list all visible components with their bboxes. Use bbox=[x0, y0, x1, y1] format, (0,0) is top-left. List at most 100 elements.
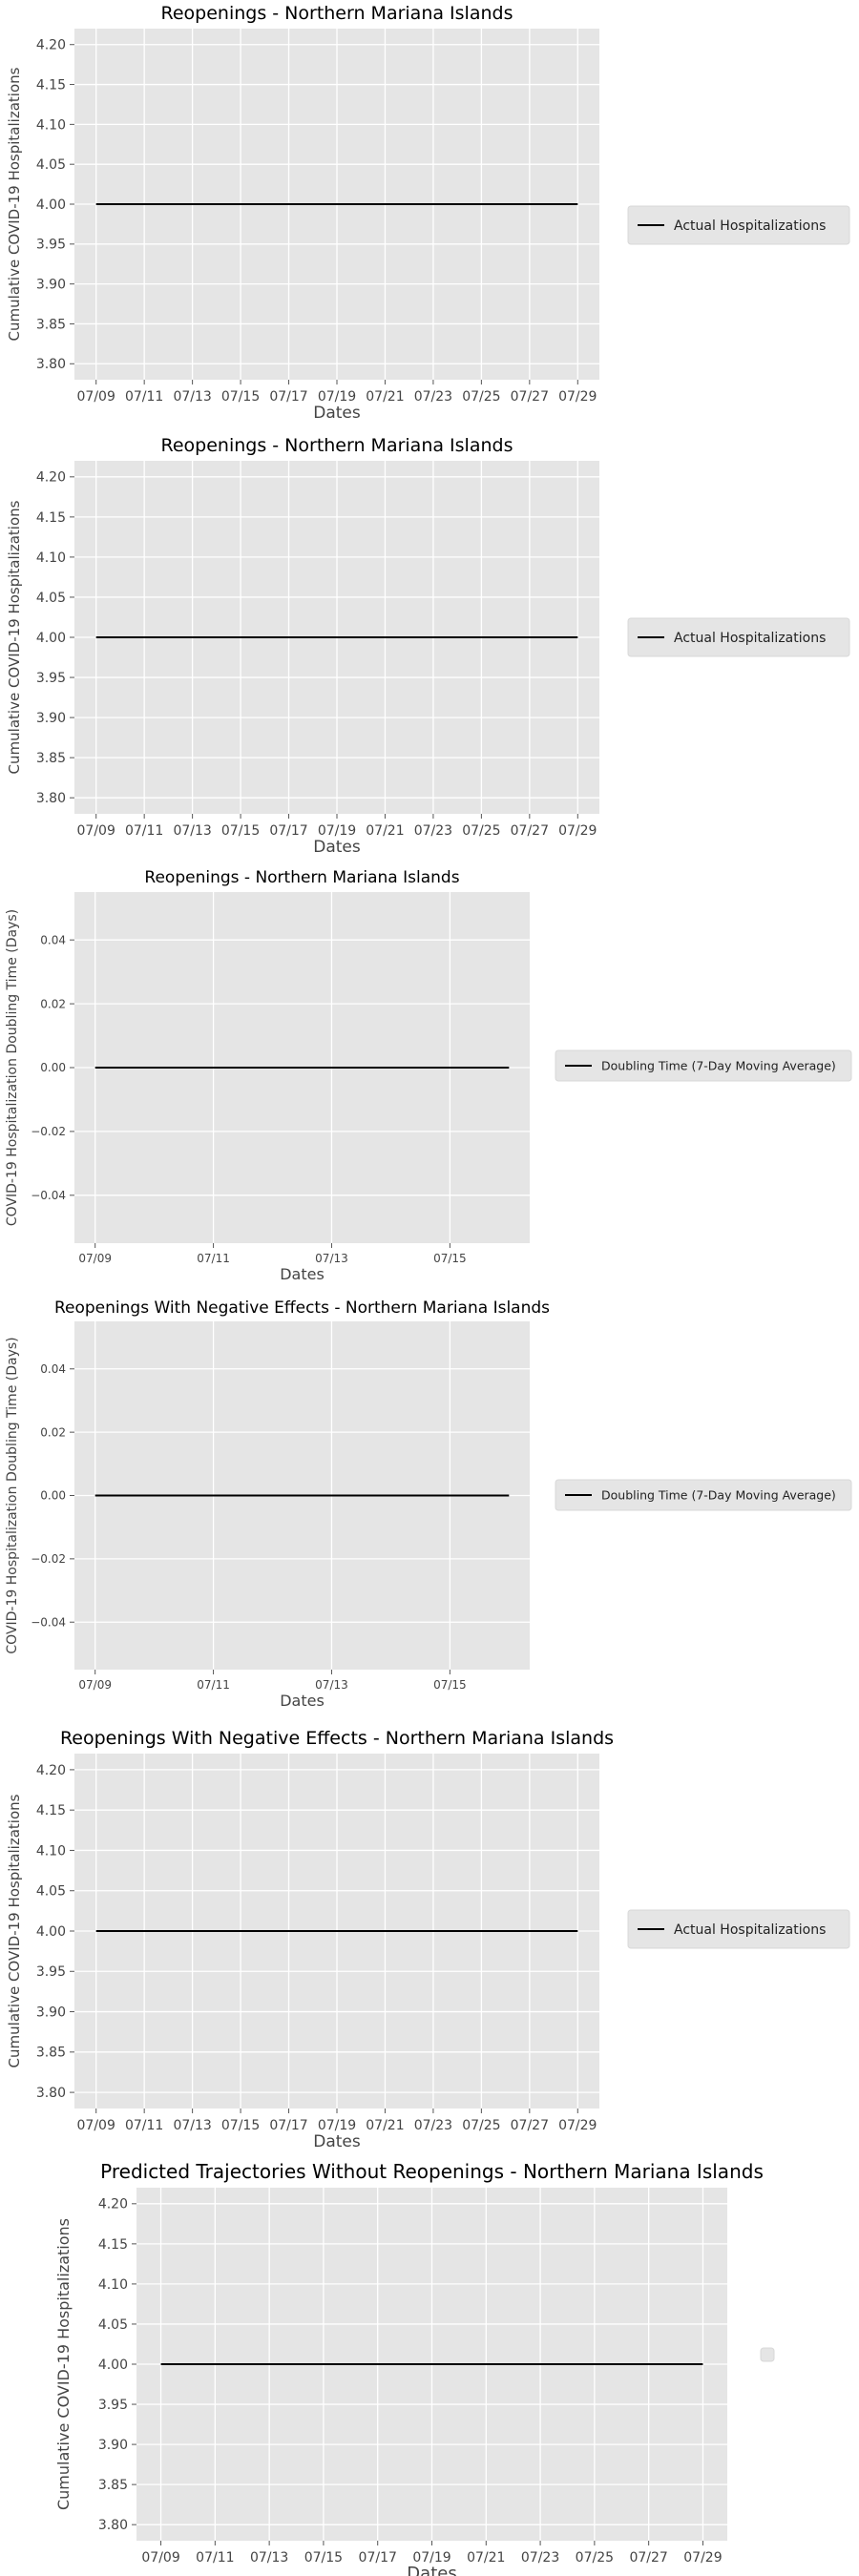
x-tick-label: 07/25 bbox=[462, 823, 500, 839]
x-tick-label: 07/11 bbox=[125, 389, 163, 405]
y-tick-label: 3.80 bbox=[98, 2518, 128, 2533]
y-tick-label: 0.00 bbox=[40, 1061, 66, 1074]
y-tick-label: 4.00 bbox=[36, 1924, 66, 1940]
x-axis-label: Dates bbox=[280, 1265, 325, 1283]
x-tick-label: 07/17 bbox=[269, 823, 307, 839]
y-tick-label: 4.05 bbox=[36, 1884, 66, 1900]
x-tick-label: 07/25 bbox=[576, 2550, 614, 2566]
x-tick-label: 07/29 bbox=[683, 2550, 722, 2566]
y-tick-label: 4.10 bbox=[36, 117, 66, 133]
y-axis-label: COVID-19 Hospitalization Doubling Time (… bbox=[5, 909, 20, 1226]
x-tick-label: 07/09 bbox=[77, 389, 115, 405]
y-tick-label: 4.10 bbox=[36, 551, 66, 566]
legend-label: Actual Hospitalizations bbox=[674, 218, 826, 234]
chart-title: Reopenings - Northern Mariana Islands bbox=[161, 3, 513, 24]
x-tick-label: 07/23 bbox=[414, 2118, 452, 2133]
y-tick-label: 3.85 bbox=[36, 751, 66, 766]
y-tick-label: −0.04 bbox=[31, 1189, 66, 1202]
y-tick-label: −0.02 bbox=[31, 1125, 66, 1138]
y-tick-label: 0.00 bbox=[40, 1489, 66, 1503]
y-tick-label: 0.04 bbox=[40, 1362, 66, 1376]
y-tick-label: 4.20 bbox=[36, 470, 66, 486]
chart-3: 07/09 07/11 07/13 07/15 −0.04 −0.02 0.00 0.02 0.… bbox=[5, 868, 852, 1283]
x-tick-label: 07/15 bbox=[221, 823, 260, 839]
x-tick-label: 07/21 bbox=[366, 389, 404, 405]
y-tick-label: 3.90 bbox=[36, 711, 66, 726]
y-tick-label: 4.15 bbox=[36, 77, 66, 93]
chart-title: Reopenings - Northern Mariana Islands bbox=[161, 435, 513, 456]
y-tick-label: 4.10 bbox=[36, 1843, 66, 1859]
y-tick-label: 3.85 bbox=[36, 2046, 66, 2061]
chart-5: 07/09 07/11 07/13 07/15 07/17 07/19 07/21 07/23… bbox=[6, 1728, 850, 2151]
y-tick-label: 4.05 bbox=[98, 2317, 128, 2333]
legend-label: Doubling Time (7-Day Moving Average) bbox=[601, 1059, 836, 1073]
y-tick-label: 4.20 bbox=[36, 38, 66, 53]
chart-title: Predicted Trajectories Without Reopening… bbox=[100, 2160, 764, 2183]
legend-box bbox=[627, 205, 850, 245]
y-tick-label: −0.04 bbox=[31, 1615, 66, 1629]
chart-4: 07/09 07/11 07/13 07/15 −0.04 −0.02 0.00 0.02 0.… bbox=[5, 1298, 852, 1710]
y-tick-label: 3.95 bbox=[36, 1964, 66, 1980]
legend: Actual Hospitalizations bbox=[627, 617, 850, 657]
y-tick-label: 4.20 bbox=[36, 1763, 66, 1778]
y-tick-label: 4.00 bbox=[36, 631, 66, 646]
legend-box bbox=[760, 2347, 775, 2362]
legend: Actual Hospitalizations bbox=[627, 205, 850, 245]
x-tick-label: 07/19 bbox=[318, 823, 356, 839]
y-tick-label: 4.05 bbox=[36, 591, 66, 606]
x-tick-label: 07/25 bbox=[462, 2118, 500, 2133]
y-tick-label: 4.00 bbox=[98, 2358, 128, 2373]
x-tick-label: 07/27 bbox=[629, 2550, 667, 2566]
y-axis-label: Cumulative COVID-19 Hospitalizations bbox=[6, 1794, 23, 2067]
y-tick-label: 0.02 bbox=[40, 1425, 66, 1439]
chart-2: 07/09 07/11 07/13 07/15 07/17 07/19 07/21 07/23… bbox=[6, 435, 850, 857]
x-tick-label: 07/29 bbox=[558, 389, 597, 405]
y-tick-label: 3.95 bbox=[98, 2398, 128, 2413]
x-tick-label: 07/11 bbox=[125, 823, 163, 839]
x-tick-label: 07/17 bbox=[269, 389, 307, 405]
x-tick-label: 07/19 bbox=[412, 2550, 450, 2566]
legend: Actual Hospitalizations bbox=[627, 1909, 850, 1949]
x-axis-label: Dates bbox=[313, 838, 361, 857]
legend-label: Actual Hospitalizations bbox=[674, 1922, 826, 1938]
y-tick-label: 3.90 bbox=[36, 278, 66, 293]
y-tick-label: 3.95 bbox=[36, 238, 66, 253]
x-axis-label: Dates bbox=[407, 2564, 456, 2576]
x-tick-label: 07/15 bbox=[433, 1252, 467, 1265]
x-tick-label: 07/09 bbox=[77, 2118, 115, 2133]
legend-label: Actual Hospitalizations bbox=[674, 631, 826, 646]
y-tick-label: 3.85 bbox=[36, 317, 66, 332]
x-tick-label: 07/09 bbox=[78, 1252, 112, 1265]
y-tick-label: 4.20 bbox=[98, 2197, 128, 2212]
x-tick-label: 07/17 bbox=[359, 2550, 397, 2566]
x-tick-label: 07/15 bbox=[304, 2550, 343, 2566]
legend bbox=[760, 2347, 775, 2362]
y-tick-label: 4.00 bbox=[36, 197, 66, 213]
y-axis-label: Cumulative COVID-19 Hospitalizations bbox=[6, 500, 23, 774]
legend: Doubling Time (7-Day Moving Average) bbox=[555, 1049, 852, 1082]
y-tick-label: 3.80 bbox=[36, 357, 66, 372]
y-tick-label: 3.90 bbox=[98, 2438, 128, 2453]
y-tick-label: 3.80 bbox=[36, 791, 66, 806]
legend-label: Doubling Time (7-Day Moving Average) bbox=[601, 1488, 836, 1503]
x-tick-label: 07/25 bbox=[462, 389, 500, 405]
x-tick-label: 07/11 bbox=[197, 1678, 230, 1692]
y-tick-label: 3.80 bbox=[36, 2086, 66, 2101]
x-tick-label: 07/11 bbox=[197, 1252, 230, 1265]
y-tick-label: 0.02 bbox=[40, 997, 66, 1010]
x-tick-label: 07/21 bbox=[467, 2550, 505, 2566]
y-axis-label: Cumulative COVID-19 Hospitalizations bbox=[54, 2218, 73, 2510]
x-tick-label: 07/29 bbox=[558, 823, 597, 839]
chart-title: Reopenings - Northern Mariana Islands bbox=[144, 868, 459, 887]
x-axis-label: Dates bbox=[313, 404, 361, 423]
x-axis-label: Dates bbox=[280, 1692, 325, 1710]
x-tick-label: 07/23 bbox=[414, 389, 452, 405]
legend-box bbox=[627, 1909, 850, 1949]
y-tick-label: 0.04 bbox=[40, 933, 66, 946]
x-tick-label: 07/15 bbox=[221, 389, 260, 405]
x-tick-label: 07/13 bbox=[173, 2118, 211, 2133]
x-tick-label: 07/29 bbox=[558, 2118, 597, 2133]
x-tick-label: 07/15 bbox=[221, 2118, 260, 2133]
y-tick-label: 3.95 bbox=[36, 671, 66, 686]
